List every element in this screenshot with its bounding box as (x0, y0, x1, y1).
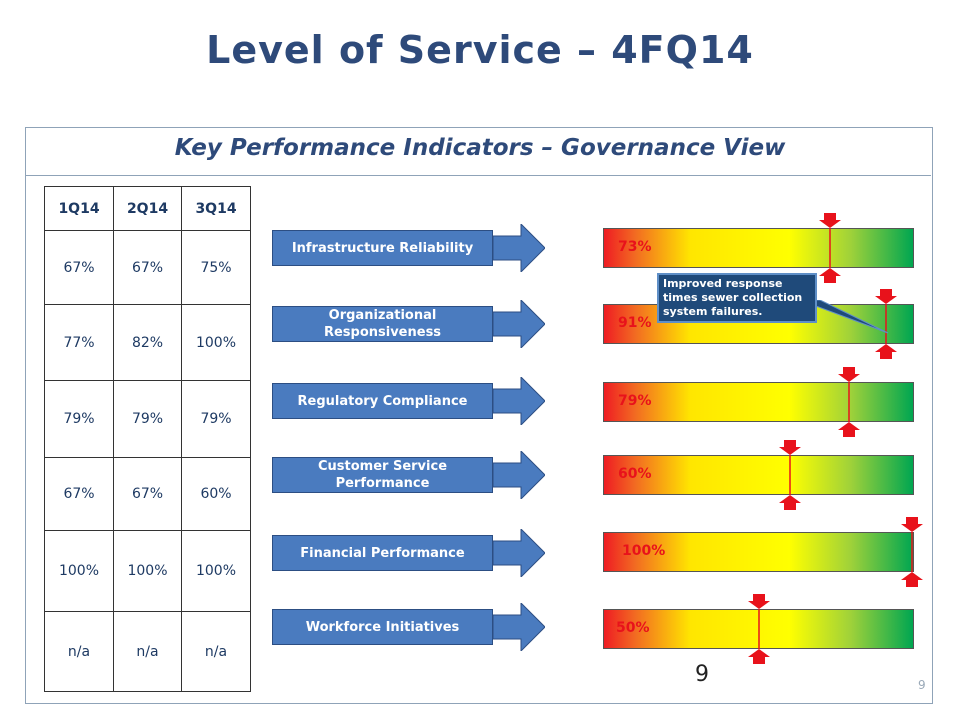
gauge-value: 73% (618, 239, 652, 255)
table-row: n/a n/a n/a (44, 611, 251, 692)
table-cell: 77% (44, 304, 114, 381)
gauge-bar-infrastructure-reliability: 73% (603, 228, 914, 268)
table-cell: 100% (181, 304, 251, 381)
table-cell: 67% (113, 457, 182, 531)
table-cell: 79% (113, 380, 182, 458)
gauge-value: 91% (618, 315, 652, 331)
table-row: 79% 79% 79% (44, 380, 251, 458)
gauge-bar-regulatory-compliance: 79% (603, 382, 914, 422)
gauge-bar-financial-performance: 100% (603, 532, 914, 572)
right-arrow-icon (493, 300, 545, 348)
right-arrow-icon (493, 377, 545, 425)
gauge-value: 50% (616, 620, 650, 636)
table-cell: n/a (113, 611, 182, 692)
table-cell: n/a (181, 611, 251, 692)
right-arrow-icon (493, 224, 545, 272)
gauge-marker (819, 213, 842, 283)
gauge-bar-customer-service-performance: 60% (603, 455, 914, 495)
callout-note: Improved response times sewer collection… (657, 273, 817, 323)
gauge-marker (778, 440, 801, 510)
table-cell: 100% (44, 530, 114, 612)
page-title: Level of Service – 4FQ14 (206, 28, 754, 72)
kpi-label-infrastructure-reliability: Infrastructure Reliability (272, 230, 493, 266)
table-cell: 60% (181, 457, 251, 531)
kpi-label-regulatory-compliance: Regulatory Compliance (272, 383, 493, 419)
table-cell: 67% (44, 230, 114, 305)
gauge-marker (747, 594, 770, 664)
content-panel (25, 127, 933, 704)
gauge-marker (901, 517, 923, 587)
kpi-label-workforce-initiatives: Workforce Initiatives (272, 609, 493, 645)
quarterly-kpi-table: 1Q14 2Q14 3Q14 67% 67% 75% 77% 82% 100% … (44, 186, 251, 692)
subtitle-divider (25, 175, 931, 176)
gauge-marker (837, 367, 860, 437)
column-header-2q14: 2Q14 (113, 186, 182, 231)
kpi-label-financial-performance: Financial Performance (272, 535, 493, 571)
right-arrow-icon (493, 529, 545, 577)
column-header-3q14: 3Q14 (181, 186, 251, 231)
gauge-marker (875, 289, 897, 359)
right-arrow-icon (493, 603, 545, 651)
table-cell: 79% (44, 380, 114, 458)
gauge-value: 60% (618, 466, 652, 482)
section-subtitle: Key Performance Indicators – Governance … (174, 135, 786, 161)
table-row: 67% 67% 75% (44, 230, 251, 305)
kpi-label-organizational-responsiveness: Organizational Responsiveness (272, 306, 493, 342)
table-cell: 100% (181, 530, 251, 612)
column-header-1q14: 1Q14 (44, 186, 114, 231)
table-row: 67% 67% 60% (44, 457, 251, 531)
table-cell: 100% (113, 530, 182, 612)
gauge-value: 79% (618, 393, 652, 409)
table-header-row: 1Q14 2Q14 3Q14 (44, 186, 251, 231)
table-cell: 79% (181, 380, 251, 458)
table-cell: 82% (113, 304, 182, 381)
table-row: 100% 100% 100% (44, 530, 251, 612)
gauge-value: 100% (622, 543, 666, 559)
table-row: 77% 82% 100% (44, 304, 251, 381)
page-number: 9 (918, 678, 926, 692)
callout-pointer (799, 300, 889, 334)
table-cell: n/a (44, 611, 114, 692)
table-cell: 67% (44, 457, 114, 531)
table-cell: 75% (181, 230, 251, 305)
slide-number-center: 9 (695, 662, 709, 687)
kpi-label-customer-service-performance: Customer Service Performance (272, 457, 493, 493)
table-cell: 67% (113, 230, 182, 305)
right-arrow-icon (493, 451, 545, 499)
